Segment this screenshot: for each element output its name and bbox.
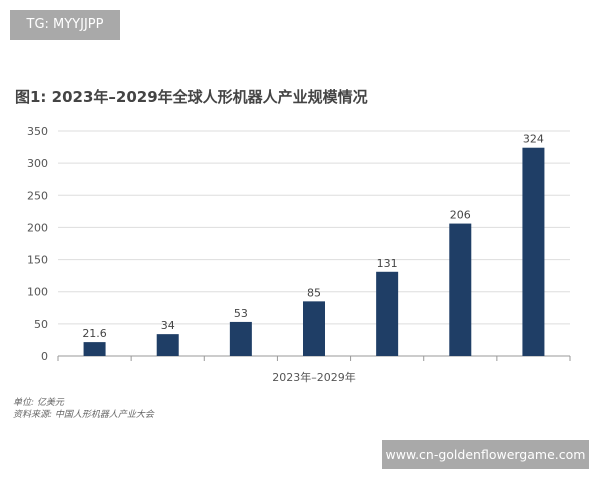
watermark-top: TG: MYYJJPP [10,10,120,40]
y-tick-label: 50 [34,318,48,331]
source-note: 资料来源: 中国人形机器人产业大会 [13,410,154,420]
data-label: 53 [234,307,248,320]
data-label: 324 [523,133,544,146]
data-label: 131 [377,257,398,270]
y-tick-label: 200 [27,221,48,234]
data-label: 206 [450,209,471,222]
chart-title: 图1: 2023年–2029年全球人形机器人产业规模情况 [15,88,368,106]
bar-2027 [376,271,399,356]
unit-note: 单位: 亿美元 [13,398,64,408]
data-label: 85 [307,286,321,299]
y-tick-label: 150 [27,254,48,267]
y-tick-label: 350 [27,125,48,138]
bar-2023 [83,342,106,356]
y-tick-label: 100 [27,286,48,299]
bar-2028 [449,223,472,356]
data-label: 21.6 [82,327,107,340]
bar-2029 [522,147,545,356]
y-tick-label: 300 [27,157,48,170]
x-axis-label: 2023年–2029年 [272,370,356,384]
bar-2026 [303,301,325,356]
bar-2025 [229,321,252,356]
bar-2024 [156,334,179,356]
y-tick-label: 0 [41,350,48,363]
watermark-bottom: www.cn-goldenflowergame.com [382,440,589,469]
data-label: 34 [161,319,175,332]
chart-notes: 单位: 亿美元 资料来源: 中国人形机器人产业大会 [13,397,154,421]
y-tick-label: 250 [27,189,48,202]
